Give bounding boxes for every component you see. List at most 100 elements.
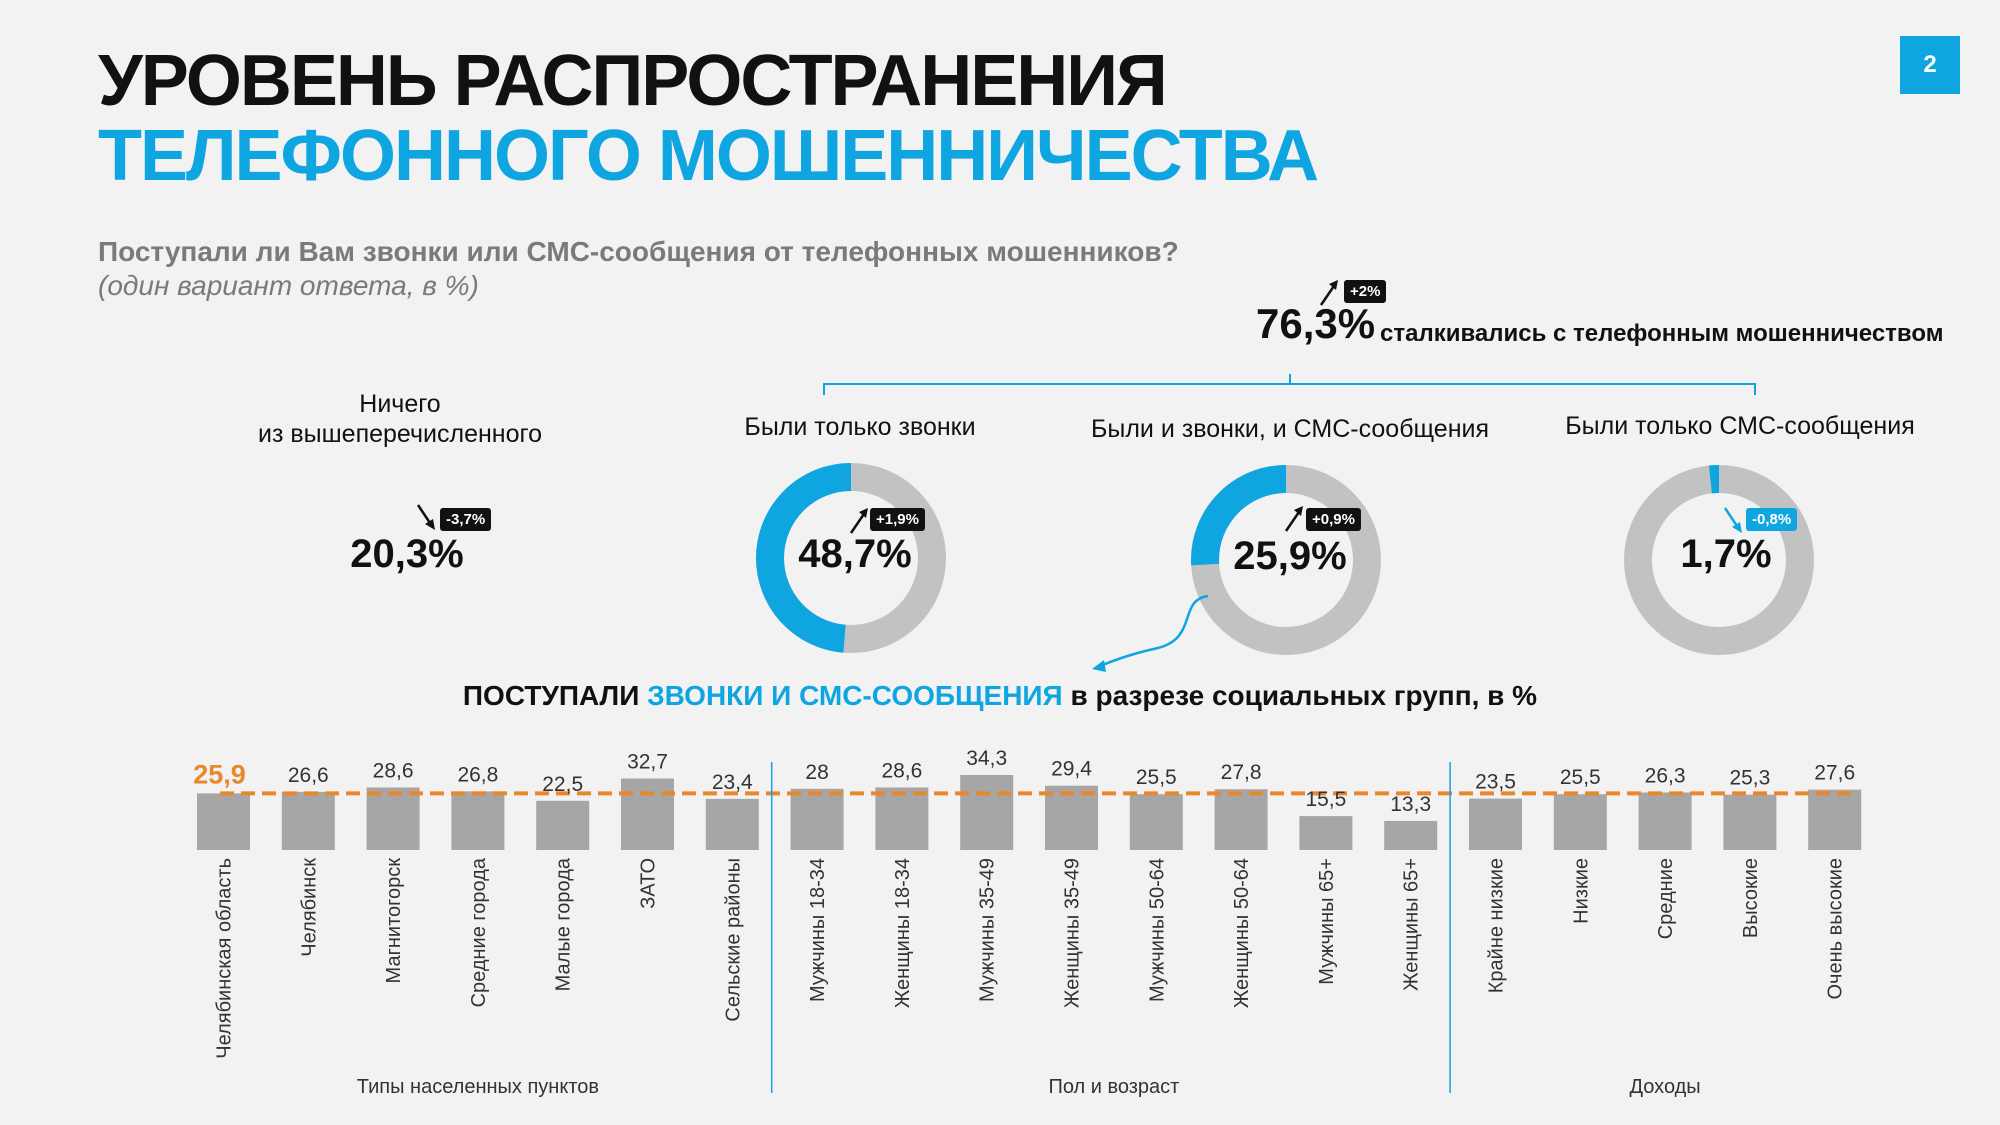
donut-sms-value: 1,7% xyxy=(1680,532,1772,576)
category-label-11: Мужчины 50-64 xyxy=(1146,858,1168,1002)
bar-value-label-5: 32,7 xyxy=(627,750,668,773)
bar-value-label-9: 34,3 xyxy=(966,747,1007,770)
category-label-4: Малые города xyxy=(553,857,575,991)
bar-chart: 25,9 26,6 28,6 26,8 22,5 32,7 23,4 28 28,6 34,3 29… xyxy=(193,747,1862,1098)
nothing-down-arrow-icon xyxy=(416,504,435,530)
total-change-badge: +2% xyxy=(1344,280,1387,303)
category-label-17: Средние xyxy=(1655,858,1677,939)
donut-sms-down-arrow-icon xyxy=(1723,507,1742,533)
category-label-5: ЗАТО xyxy=(638,858,660,909)
category-label-8: Женщины 18-34 xyxy=(892,858,914,1008)
nothing-label-line1: Ничего xyxy=(359,390,441,418)
bar-value-label-13: 15,5 xyxy=(1305,788,1346,811)
bar-value-label-12: 27,8 xyxy=(1221,761,1262,784)
bar-value-label-3: 26,8 xyxy=(457,763,498,786)
nothing-value: 20,3% xyxy=(350,532,464,576)
bar-15 xyxy=(1469,798,1522,850)
bar-7 xyxy=(790,788,844,850)
bar-10 xyxy=(1045,785,1098,850)
group-label-1: Пол и возраст xyxy=(1048,1076,1179,1098)
donut-calls xyxy=(756,463,946,653)
bar-2 xyxy=(366,787,420,850)
donut-sms xyxy=(1624,465,1814,655)
bar-value-label-19: 27,6 xyxy=(1814,762,1855,785)
page-title-line2: ТЕЛЕФОННОГО МОШЕННИЧЕСТВА xyxy=(98,116,1319,196)
bar-5 xyxy=(621,778,674,850)
donut-both-label: Были и звонки, и СМС-сообщения xyxy=(1090,415,1490,443)
bar-19 xyxy=(1808,789,1862,850)
donut-sms-change-badge: -0,8% xyxy=(1746,508,1798,531)
bar-18 xyxy=(1723,794,1777,850)
bar-17 xyxy=(1638,792,1692,850)
bar-1 xyxy=(281,791,335,850)
bar-0 xyxy=(197,793,250,850)
donut-calls-value: 48,7% xyxy=(798,532,912,576)
bar-16 xyxy=(1553,794,1607,850)
page-number-badge: 2 xyxy=(1900,36,1960,94)
category-label-2: Магнитогорск xyxy=(383,858,405,984)
bar-value-label-2: 28,6 xyxy=(373,759,414,782)
donut-calls-change-badge: +1,9% xyxy=(870,508,925,531)
bar-title-part3: в разрезе социальных групп, в % xyxy=(1062,680,1538,711)
total-value: 76,3% xyxy=(1256,300,1376,347)
bar-value-label-8: 28,6 xyxy=(881,759,922,782)
bar-14 xyxy=(1384,820,1438,850)
bar-8 xyxy=(875,787,929,850)
group-label-0: Типы населенных пунктов xyxy=(357,1076,599,1098)
bar-3 xyxy=(451,791,505,850)
category-label-1: Челябинск xyxy=(298,858,320,957)
bar-13 xyxy=(1299,816,1353,850)
bar-9 xyxy=(960,775,1014,850)
donut-sms-label: Были только СМС-сообщения xyxy=(1565,412,1915,440)
bar-value-label-14: 13,3 xyxy=(1390,793,1431,816)
bar-6 xyxy=(705,798,759,850)
bar-value-label-4: 22,5 xyxy=(542,773,583,796)
total-up-arrow-icon xyxy=(1319,280,1338,306)
bar-value-label-7: 28 xyxy=(805,761,828,784)
category-label-15: Крайне низкие xyxy=(1486,858,1508,993)
donut-both-value: 25,9% xyxy=(1233,534,1347,578)
group-label-2: Доходы xyxy=(1630,1076,1701,1098)
survey-note: (один вариант ответа, в %) xyxy=(98,270,479,301)
bar-chart-title: ПОСТУПАЛИ ЗВОНКИ И СМС-СООБЩЕНИЯ в разре… xyxy=(0,680,2000,712)
bar-value-label-11: 25,5 xyxy=(1136,766,1177,789)
nothing-label-line2: из вышеперечисленного xyxy=(258,420,542,448)
category-label-7: Мужчины 18-34 xyxy=(807,858,829,1002)
category-label-18: Высокие xyxy=(1740,858,1762,938)
page-title-line1: УРОВЕНЬ РАСПРОСТРАНЕНИЯ xyxy=(98,41,1168,121)
category-label-6: Сельские районы xyxy=(722,858,744,1022)
category-label-19: Очень высокие xyxy=(1825,858,1847,1000)
bar-title-highlight: ЗВОНКИ И СМС-СООБЩЕНИЯ xyxy=(647,680,1063,711)
bar-12 xyxy=(1214,789,1268,850)
bar-value-label-10: 29,4 xyxy=(1051,758,1092,781)
donut-sms-segment xyxy=(1624,465,1814,655)
donut-both-segment xyxy=(1191,465,1381,655)
donut-calls-segment xyxy=(756,463,946,653)
bar-value-label-18: 25,3 xyxy=(1729,767,1770,790)
category-label-0: Челябинская область xyxy=(214,858,236,1059)
bar-title-part1: ПОСТУПАЛИ xyxy=(462,680,648,711)
bar-value-label-17: 26,3 xyxy=(1645,764,1686,787)
bar-value-label-6: 23,4 xyxy=(712,771,753,794)
category-label-16: Низкие xyxy=(1570,858,1592,924)
donut-both-change-badge: +0,9% xyxy=(1306,508,1361,531)
category-label-10: Женщины 35-49 xyxy=(1062,858,1084,1008)
bar-value-label-16: 25,5 xyxy=(1560,766,1601,789)
total-bracket xyxy=(823,374,1756,395)
category-label-14: Женщины 65+ xyxy=(1401,858,1423,991)
donut-calls-up-arrow-icon xyxy=(849,508,868,534)
connector-arrow-icon xyxy=(1092,594,1209,672)
bar-value-label-1: 26,6 xyxy=(288,764,329,787)
donut-both-up-arrow-icon xyxy=(1284,506,1303,532)
donut-calls-label: Были только звонки xyxy=(744,413,976,441)
category-label-3: Средние города xyxy=(468,857,490,1007)
nothing-change-badge: -3,7% xyxy=(440,508,492,531)
bar-value-label-0: 25,9 xyxy=(193,759,246,789)
category-label-13: Мужчины 65+ xyxy=(1316,858,1338,985)
category-label-12: Женщины 50-64 xyxy=(1231,858,1253,1008)
bar-11 xyxy=(1129,794,1183,850)
survey-question: Поступали ли Вам звонки или СМС-сообщени… xyxy=(98,236,1179,267)
category-label-9: Мужчины 35-49 xyxy=(977,858,999,1002)
donut-both xyxy=(1191,465,1381,655)
total-label: сталкивались с телефонным мошенничеством xyxy=(1380,320,1944,347)
